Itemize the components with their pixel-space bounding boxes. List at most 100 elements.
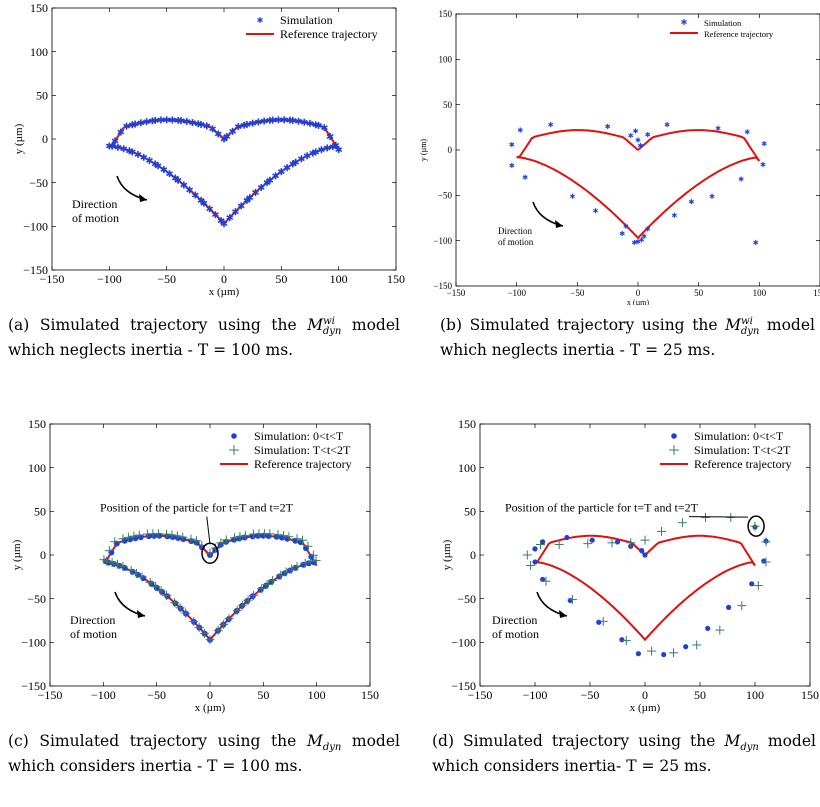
simulation-point	[209, 125, 216, 133]
simulation-point-plus	[181, 608, 191, 618]
x-tick-label: 50	[694, 688, 706, 702]
asterisk-stroke	[180, 182, 188, 188]
x-tick-label: −150	[468, 688, 493, 702]
simulation-point	[275, 116, 282, 124]
asterisk-stroke	[243, 122, 251, 127]
simulation-point-dot	[153, 584, 160, 591]
simulation-point-dot	[159, 588, 165, 595]
simulation-point-plus	[621, 636, 631, 646]
asterisk-stroke	[645, 227, 651, 231]
asterisk-stroke	[243, 197, 251, 203]
simulation-point	[120, 145, 128, 153]
simulation-point	[111, 137, 119, 145]
asterisk-stroke	[203, 123, 211, 129]
simulation-point	[635, 137, 641, 143]
simulation-point-plus	[205, 548, 215, 558]
y-tick-label: 50	[36, 89, 48, 103]
legend-dot	[231, 433, 237, 439]
simulation-point	[760, 161, 766, 168]
x-tick-label: 150	[813, 288, 820, 298]
simulation-point	[143, 118, 151, 126]
simulation-point-plus	[284, 532, 294, 542]
simulation-point	[637, 142, 643, 149]
x-axis-label: x (µm)	[630, 702, 661, 714]
simulation-point-plus	[300, 558, 310, 568]
callout-text: Position of the particle for t=T and t=2…	[505, 500, 699, 514]
simulation-point	[263, 179, 271, 187]
y-tick-label: 100	[28, 461, 46, 475]
legend-label: Simulation: 0<t<T	[254, 429, 344, 443]
simulation-point	[315, 121, 323, 129]
simulation-point-plus	[647, 646, 657, 656]
y-tick-label: 150	[28, 417, 46, 431]
y-tick-label: −50	[27, 592, 46, 606]
simulation-point-plus	[126, 565, 136, 575]
simulation-point-dot	[589, 537, 595, 543]
asterisk-stroke	[125, 148, 133, 154]
asterisk-stroke	[246, 195, 254, 201]
simulation-point	[237, 202, 245, 210]
simulation-point-plus	[311, 556, 321, 566]
y-tick-label: −50	[29, 176, 48, 190]
simulation-point	[232, 208, 239, 216]
y-tick-label: −150	[21, 679, 46, 693]
asterisk-stroke	[664, 122, 670, 127]
asterisk-stroke	[123, 123, 130, 129]
simulation-point-plus	[107, 557, 117, 567]
callout-arrow	[688, 516, 749, 518]
asterisk-stroke	[200, 200, 208, 206]
asterisk-stroke	[163, 117, 171, 123]
simulation-point-dot	[614, 539, 621, 545]
y-tick-label: −50	[438, 190, 453, 200]
asterisk-stroke	[309, 150, 317, 156]
simulation-point-plus	[308, 550, 318, 560]
simulation-point-dot	[276, 573, 283, 580]
asterisk-stroke	[266, 117, 274, 123]
asterisk-stroke	[295, 118, 302, 124]
simulation-point-plus	[216, 538, 226, 548]
simulation-point	[283, 164, 291, 172]
asterisk-stroke	[148, 118, 156, 124]
asterisk-stroke	[128, 122, 136, 128]
chart-a: −150−150 −100 −100 −50 −50 0 0 50 50 100 100 150 150…	[13, 1, 405, 298]
asterisk-stroke	[260, 118, 268, 124]
legend-label: Simulation: 0<t<T	[694, 429, 784, 443]
asterisk-stroke	[223, 134, 231, 139]
asterisk-stroke	[146, 158, 153, 163]
simulation-point-plus	[219, 619, 229, 629]
x-tick-label: 100	[330, 272, 348, 286]
x-tick-label: 0	[221, 272, 227, 286]
asterisk-stroke	[753, 240, 759, 245]
simulation-point	[243, 196, 251, 204]
asterisk-stroke	[605, 124, 611, 129]
asterisk-stroke	[628, 133, 634, 138]
simulation-point	[569, 193, 576, 199]
simulation-point	[744, 129, 750, 135]
asterisk-stroke	[263, 180, 271, 186]
direction-annotation: Direction	[492, 613, 537, 627]
simulation-point	[140, 153, 148, 161]
simulation-point	[641, 233, 647, 239]
simulation-point-plus	[273, 530, 283, 540]
simulation-point	[269, 116, 277, 124]
simulation-point-plus	[292, 534, 302, 544]
asterisk-stroke	[151, 161, 159, 167]
asterisk-stroke	[226, 215, 234, 221]
simulation-point	[715, 125, 721, 131]
simulation-point-plus	[191, 536, 201, 546]
simulation-point-plus	[268, 576, 278, 586]
caption-c: (c) Simulated trajectory using the Mdyn …	[8, 732, 400, 776]
simulation-point	[619, 230, 625, 237]
asterisk-stroke	[275, 117, 282, 123]
simulation-point	[252, 188, 259, 196]
y-tick-label: 50	[443, 100, 453, 110]
simulation-point-plus	[194, 622, 204, 632]
direction-annotation: of motion	[492, 627, 539, 641]
asterisk-stroke	[183, 119, 191, 124]
simulation-point	[318, 146, 325, 154]
asterisk-stroke	[105, 143, 113, 149]
asterisk-stroke	[197, 197, 205, 203]
simulation-point-plus	[145, 577, 155, 587]
asterisk-stroke	[289, 118, 297, 123]
asterisk-stroke	[645, 132, 651, 137]
